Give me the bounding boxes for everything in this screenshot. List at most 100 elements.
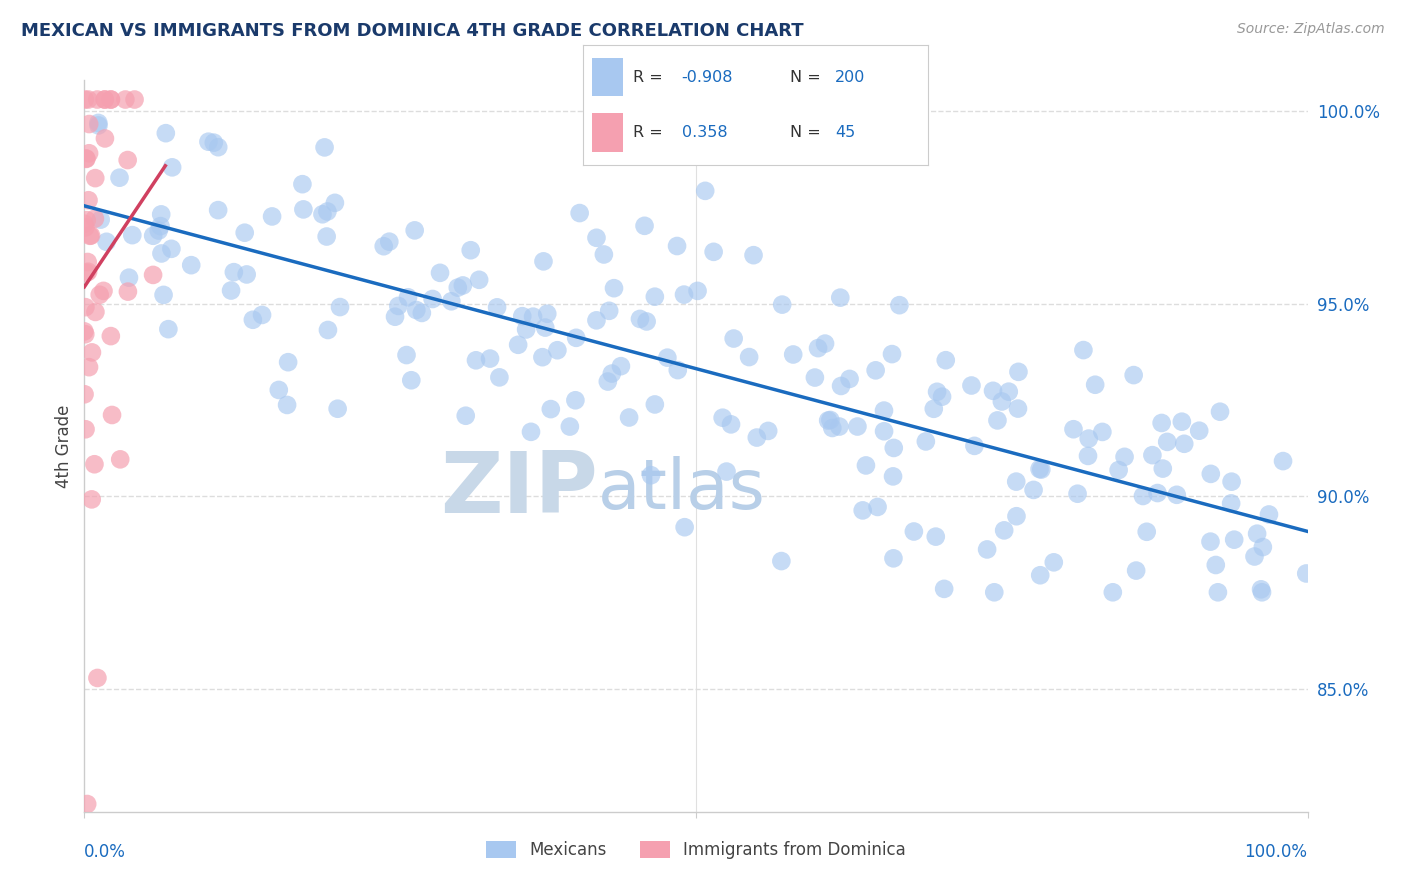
Point xyxy=(429,266,451,280)
Point xyxy=(96,235,118,249)
Point xyxy=(1246,526,1268,541)
Point xyxy=(84,171,107,186)
Point xyxy=(855,458,877,473)
Point xyxy=(315,229,337,244)
FancyBboxPatch shape xyxy=(592,58,623,96)
Point xyxy=(558,419,581,434)
Point xyxy=(633,219,655,233)
Point xyxy=(276,398,298,412)
Point xyxy=(233,226,256,240)
Text: 100.0%: 100.0% xyxy=(1244,843,1308,861)
Point xyxy=(1005,509,1028,524)
Point xyxy=(914,434,936,449)
Point xyxy=(873,424,896,438)
Point xyxy=(628,312,651,326)
Point xyxy=(79,228,101,243)
Point xyxy=(882,551,904,566)
Point xyxy=(94,131,117,145)
Point xyxy=(291,177,314,191)
Point xyxy=(770,297,793,311)
Point xyxy=(373,239,395,253)
Point xyxy=(396,290,419,304)
Point xyxy=(963,439,986,453)
Point xyxy=(1199,467,1222,481)
Point xyxy=(1029,568,1052,582)
Point xyxy=(536,307,558,321)
Point xyxy=(960,378,983,392)
Point xyxy=(93,93,115,107)
Point xyxy=(94,93,117,107)
Point xyxy=(981,384,1004,398)
Point xyxy=(1073,343,1095,357)
Point xyxy=(323,195,346,210)
Point xyxy=(250,308,273,322)
Point xyxy=(378,235,401,249)
Point xyxy=(77,360,100,375)
Point xyxy=(1125,564,1147,578)
Point xyxy=(100,93,122,107)
Text: Source: ZipAtlas.com: Source: ZipAtlas.com xyxy=(1237,22,1385,37)
Point xyxy=(75,266,97,280)
Point xyxy=(155,126,177,140)
Point xyxy=(100,329,122,343)
Point xyxy=(814,336,837,351)
Point xyxy=(738,350,761,364)
Point xyxy=(520,425,543,439)
Point xyxy=(903,524,925,539)
Point xyxy=(673,520,696,534)
Point xyxy=(830,379,852,393)
Point xyxy=(1156,434,1178,449)
Point xyxy=(80,492,103,507)
Point xyxy=(73,217,96,231)
Point xyxy=(411,306,433,320)
Point xyxy=(108,170,131,185)
Point xyxy=(804,370,827,384)
Text: 200: 200 xyxy=(835,70,865,85)
Point xyxy=(87,116,110,130)
Point xyxy=(1084,377,1107,392)
Point xyxy=(75,327,97,342)
Point xyxy=(636,314,658,328)
Point xyxy=(101,408,124,422)
Point xyxy=(1114,450,1136,464)
Point xyxy=(1206,585,1229,599)
Point xyxy=(77,265,100,279)
Point xyxy=(404,223,426,237)
Point xyxy=(1199,534,1222,549)
Point xyxy=(846,419,869,434)
Point xyxy=(1007,365,1029,379)
Point xyxy=(76,213,98,227)
Point xyxy=(207,203,229,218)
Point xyxy=(1209,405,1232,419)
Point xyxy=(1152,461,1174,475)
Point xyxy=(83,211,105,226)
Point xyxy=(292,202,315,217)
Point xyxy=(219,284,242,298)
Point xyxy=(1220,496,1243,510)
Point xyxy=(598,303,620,318)
Point xyxy=(603,281,626,295)
Point xyxy=(121,228,143,243)
Point xyxy=(1101,585,1123,599)
Point xyxy=(830,291,852,305)
Point xyxy=(600,367,623,381)
Point xyxy=(838,372,860,386)
Point xyxy=(925,530,948,544)
Text: R =: R = xyxy=(634,70,668,85)
Point xyxy=(73,387,96,401)
Point xyxy=(80,345,103,359)
Point xyxy=(89,287,111,301)
Point xyxy=(76,797,98,811)
Point xyxy=(522,310,544,324)
Point xyxy=(592,247,614,261)
Point xyxy=(262,210,284,224)
Point xyxy=(84,305,107,319)
Point xyxy=(865,363,887,377)
Point xyxy=(1171,415,1194,429)
Point xyxy=(1108,463,1130,477)
Point xyxy=(77,193,100,207)
Point xyxy=(1251,540,1274,554)
Point xyxy=(197,135,219,149)
Text: -0.908: -0.908 xyxy=(682,70,733,85)
Point xyxy=(150,207,173,221)
